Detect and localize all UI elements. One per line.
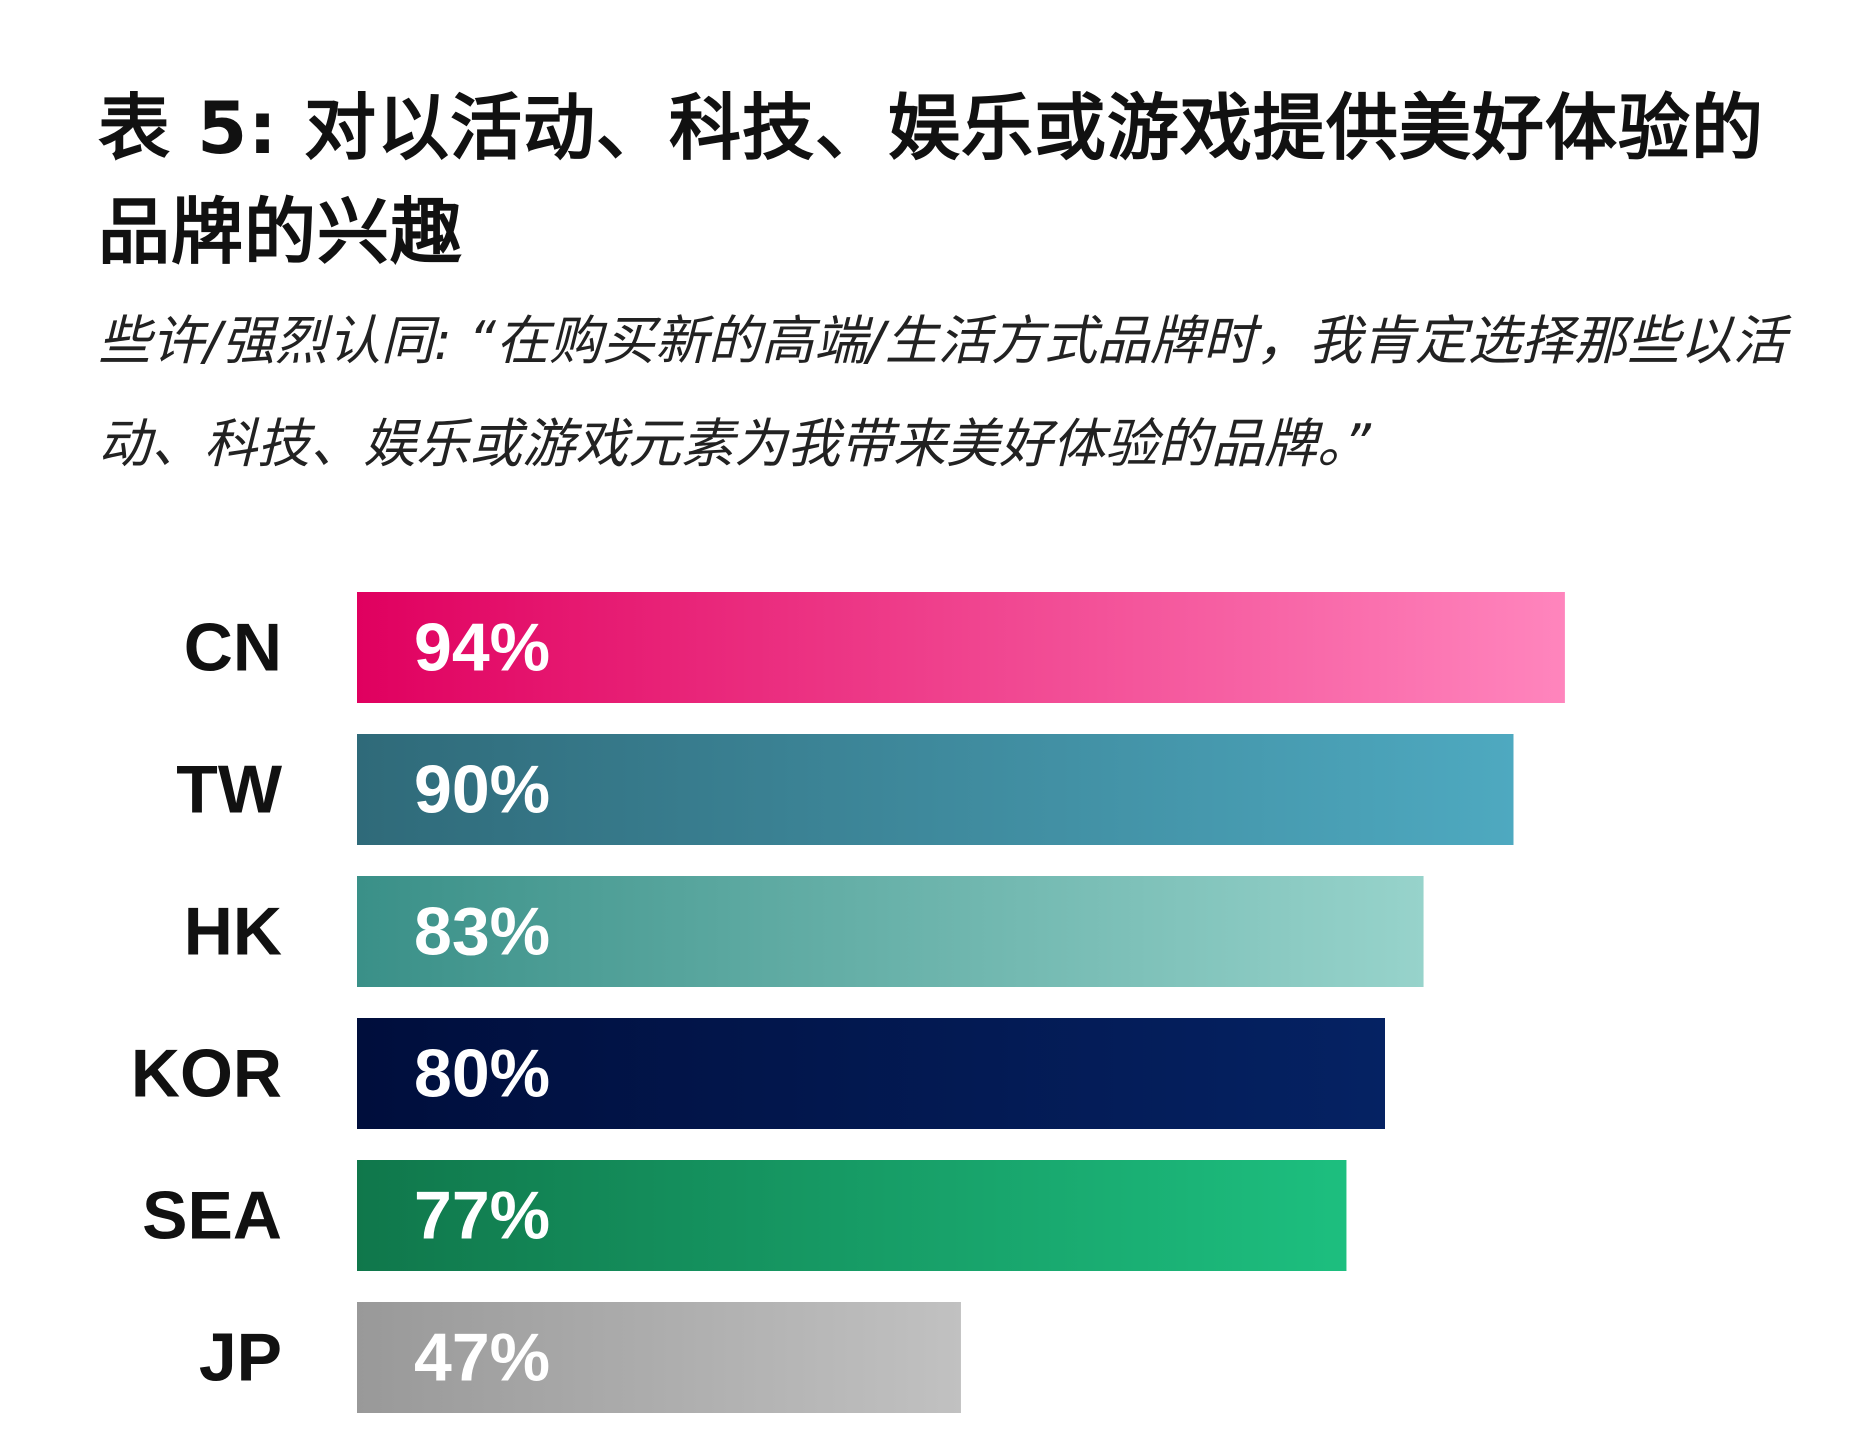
category-label-tw: TW [176,752,283,828]
value-labels-layer: 94% 90% 83% 80% 77% 47% [414,610,550,1396]
bar-cn [357,592,1565,703]
value-label-tw: 90% [414,752,550,828]
bar-jp [357,1302,961,1413]
bar-kor [357,1018,1385,1129]
chart-title: 表 5: 对以活动、科技、娱乐或游戏提供美好体验的品牌的兴趣 [98,86,1765,274]
category-label-hk: HK [184,894,282,970]
category-label-jp: JP [199,1320,282,1396]
value-label-kor: 80% [414,1036,550,1112]
value-label-cn: 94% [414,610,550,686]
value-label-sea: 77% [414,1178,550,1254]
category-label-kor: KOR [131,1036,282,1112]
chart-subtitle: 些许/强烈认同: “在购买新的高端/生活方式品牌时，我肯定选择那些以活动、科技、… [98,311,1786,475]
category-labels-layer: CN TW HK KOR SEA JP [131,610,283,1396]
category-label-sea: SEA [142,1178,282,1254]
bar-tw [357,734,1514,845]
bar-hk [357,876,1424,987]
bars-layer [357,592,1565,1413]
value-label-hk: 83% [414,894,550,970]
category-label-cn: CN [184,610,282,686]
value-label-jp: 47% [414,1320,550,1396]
bar-sea [357,1160,1347,1271]
